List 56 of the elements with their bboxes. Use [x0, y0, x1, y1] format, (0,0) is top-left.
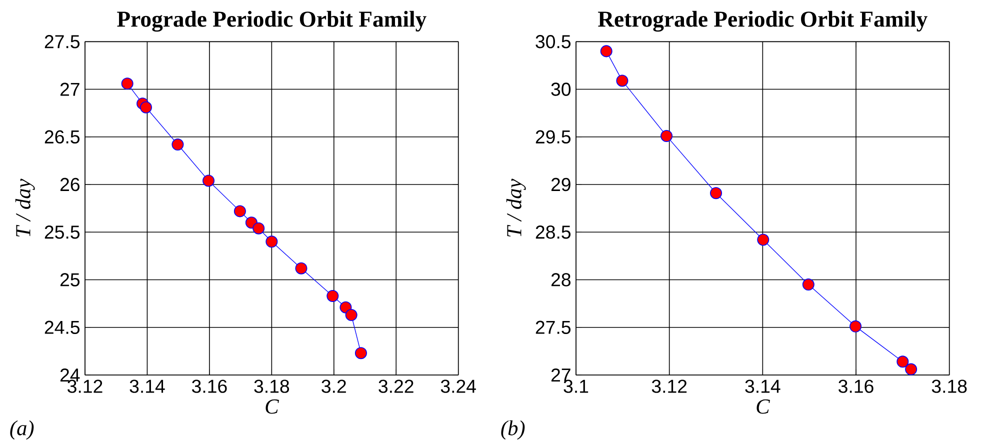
x-tick-label: 3.14: [130, 380, 165, 393]
point: [252, 222, 265, 234]
x-tick-label: 3.12: [68, 380, 102, 393]
x-tick-label: 3.16: [838, 380, 874, 393]
x-tick-label: 3.16: [192, 380, 227, 393]
y-tick-label: 29: [551, 178, 570, 192]
point: [202, 174, 215, 187]
x-tick-label: 3.22: [378, 380, 414, 393]
y-tick-label: 30: [551, 82, 571, 96]
point: [266, 236, 278, 248]
x-tick-label: 3.18: [932, 380, 967, 393]
x-axis-title: C: [756, 399, 770, 414]
x-tick-label: 3.2: [322, 380, 346, 393]
x-tick-label: 3.1: [564, 380, 588, 393]
point: [172, 138, 184, 150]
y-tick-label: 28.5: [536, 225, 571, 239]
y-axis-title: T / day: [15, 178, 35, 237]
text: (a): [10, 420, 34, 440]
point: [660, 130, 673, 142]
y-tick-label: 27: [551, 368, 570, 382]
point: [140, 101, 152, 114]
y-tick-label: 26.5: [44, 130, 80, 144]
y-tick-label: 27.5: [536, 320, 571, 334]
x-tick-label: 3.12: [652, 380, 687, 393]
point: [710, 187, 722, 200]
point: [354, 347, 367, 360]
x-tick-label: 3.18: [254, 380, 290, 393]
point: [616, 74, 628, 87]
point: [121, 78, 134, 90]
y-tick-label: 24: [60, 368, 80, 382]
text: (b): [501, 420, 525, 440]
y-tick-label: 25.5: [44, 225, 80, 239]
x-tick-label: 3.24: [440, 380, 476, 393]
chart-title: Retrograde Periodic Orbit Family: [598, 10, 928, 32]
y-tick-label: 29.5: [536, 130, 571, 144]
y-tick-label: 25: [60, 273, 80, 286]
point: [234, 205, 246, 218]
point: [850, 320, 862, 332]
point: [802, 278, 814, 290]
point: [295, 262, 308, 274]
y-tick-label: 26: [60, 178, 80, 192]
point: [757, 234, 770, 246]
x-axis-title: C: [266, 399, 279, 414]
point: [326, 290, 339, 302]
y-tick-label: 24.5: [44, 320, 80, 334]
point: [896, 356, 909, 368]
y-tick-label: 30.5: [536, 34, 571, 48]
chart-title: Prograde Periodic Orbit Family: [117, 10, 426, 32]
y-tick-label: 27: [60, 82, 80, 96]
y-tick-label: 27.5: [44, 34, 80, 48]
point: [905, 363, 918, 376]
y-tick-label: 28: [551, 273, 570, 286]
point: [600, 45, 612, 58]
point: [345, 308, 358, 321]
y-axis-title: T / day: [506, 178, 526, 237]
x-tick-label: 3.14: [745, 380, 780, 393]
